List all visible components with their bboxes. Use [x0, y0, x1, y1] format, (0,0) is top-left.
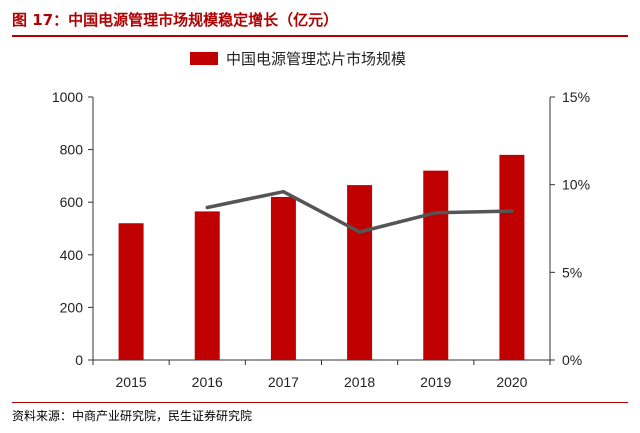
x-tick-label: 2018	[344, 374, 375, 390]
axes	[88, 96, 555, 365]
source-note: 资料来源：中商产业研究院，民生证券研究院	[12, 409, 253, 423]
bar-2018	[347, 185, 373, 360]
growth-point-2016	[205, 205, 209, 209]
legend: 中国电源管理芯片市场规模	[190, 50, 406, 68]
right-tick-label: 15%	[562, 89, 590, 105]
tick-labels: 0 200 400 600 800 1000 0% 5% 10% 15% 2015 2016 2017 2…	[52, 89, 590, 390]
x-tick-label: 2020	[496, 374, 527, 390]
figure-title: 图 17：中国电源管理市场规模稳定增长（亿元）	[12, 11, 339, 29]
left-tick-label: 600	[60, 194, 84, 210]
x-tick-label: 2019	[420, 374, 451, 390]
left-tick-label: 800	[60, 142, 84, 158]
left-tick-label: 0	[75, 352, 83, 368]
left-tick-label: 400	[60, 247, 84, 263]
growth-point-2020	[510, 209, 514, 213]
bar-2016	[194, 211, 220, 360]
legend-label: 中国电源管理芯片市场规模	[226, 50, 406, 68]
growth-point-2018	[358, 230, 362, 234]
right-tick-label: 0%	[562, 352, 582, 368]
left-tick-label: 200	[60, 299, 84, 315]
left-tick-label: 1000	[52, 89, 83, 105]
bar-2017	[270, 196, 296, 360]
bar-2019	[423, 170, 449, 360]
bars	[118, 154, 525, 360]
source-rule	[12, 402, 628, 403]
x-tick-label: 2015	[116, 374, 147, 390]
legend-swatch	[190, 52, 218, 65]
growth-line-group	[205, 189, 514, 234]
x-tick-label: 2016	[192, 374, 223, 390]
bar-2015	[118, 223, 144, 360]
growth-point-2019	[434, 211, 438, 215]
x-tick-label: 2017	[268, 374, 299, 390]
right-tick-label: 10%	[562, 177, 590, 193]
right-tick-label: 5%	[562, 264, 582, 280]
growth-point-2017	[281, 190, 285, 194]
title-rule	[12, 35, 628, 37]
bar-2020	[499, 154, 525, 360]
